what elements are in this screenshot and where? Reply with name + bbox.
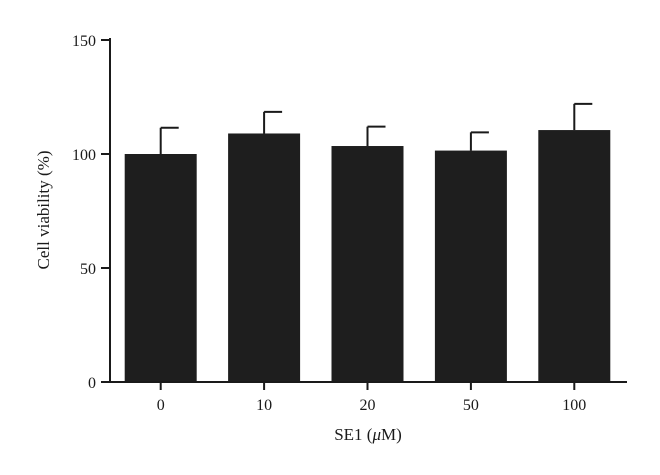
x-axis-title: SE1 (μM) — [334, 425, 402, 444]
y-tick-label: 50 — [80, 261, 96, 278]
error-bars-group — [159, 102, 593, 154]
y-tick-label: 150 — [72, 33, 96, 50]
x-tick-label: 0 — [157, 397, 165, 414]
y-tick-label: 0 — [88, 375, 96, 392]
y-axis-title: Cell viability (%) — [34, 151, 53, 270]
x-tick-label: 50 — [463, 397, 479, 414]
y-ticks-group: 0 50 100 150 — [72, 33, 110, 392]
x-tick-label: 10 — [256, 397, 272, 414]
bar — [228, 133, 301, 382]
bars-group — [124, 130, 611, 382]
y-tick-label: 100 — [72, 147, 96, 164]
x-tick-label: 20 — [360, 397, 376, 414]
bar — [538, 130, 611, 382]
x-axis-title-prefix: SE1 ( — [334, 425, 373, 444]
bar — [434, 150, 507, 382]
bar — [331, 146, 404, 382]
x-axis-title-mu: μ — [371, 425, 381, 444]
x-axis-title-suffix: M) — [381, 425, 402, 444]
x-tick-label: 100 — [562, 397, 586, 414]
x-ticks-group: 0 10 20 50 100 — [157, 382, 586, 414]
bar — [124, 154, 197, 382]
